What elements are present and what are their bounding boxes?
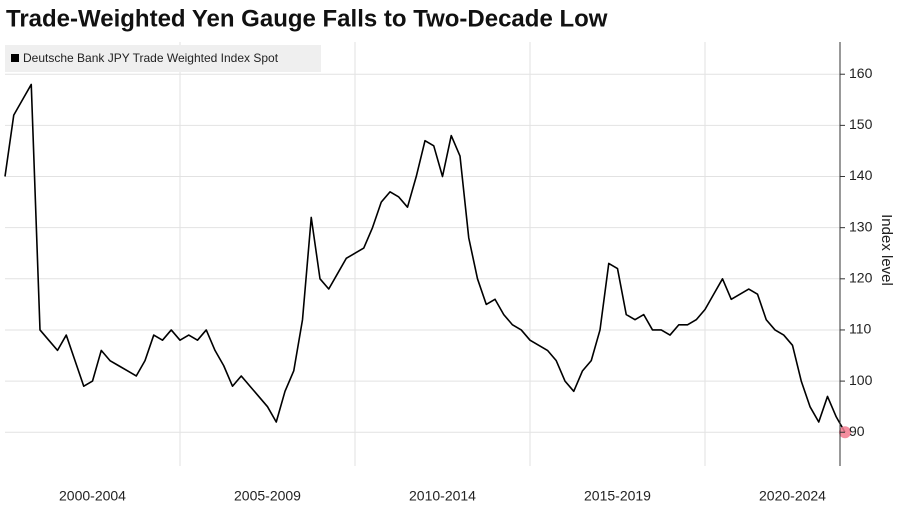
legend-label: Deutsche Bank JPY Trade Weighted Index S… xyxy=(23,51,279,65)
y-tick-label: 100 xyxy=(849,372,873,388)
x-tick-label: 2000-2004 xyxy=(59,488,126,504)
y-tick-label: 130 xyxy=(849,218,873,234)
chart-title: Trade-Weighted Yen Gauge Falls to Two-De… xyxy=(6,5,608,32)
legend-box xyxy=(5,45,321,72)
y-tick-label: 120 xyxy=(849,270,873,286)
legend-swatch xyxy=(11,54,19,62)
x-tick-label: 2010-2014 xyxy=(409,488,476,504)
y-tick-label: 160 xyxy=(849,65,873,81)
y-axis-title: Index level xyxy=(878,214,895,286)
y-tick-label: 90 xyxy=(849,423,865,439)
x-tick-label: 2015-2019 xyxy=(584,488,651,504)
plot xyxy=(4,83,851,439)
x-tick-label: 2005-2009 xyxy=(234,488,301,504)
y-tick-label: 140 xyxy=(849,167,873,183)
grid xyxy=(5,42,840,466)
x-tick-label: 2020-2024 xyxy=(759,488,826,504)
series-line xyxy=(4,83,846,433)
y-tick-label: 110 xyxy=(849,321,872,337)
y-tick-label: 150 xyxy=(849,116,873,132)
